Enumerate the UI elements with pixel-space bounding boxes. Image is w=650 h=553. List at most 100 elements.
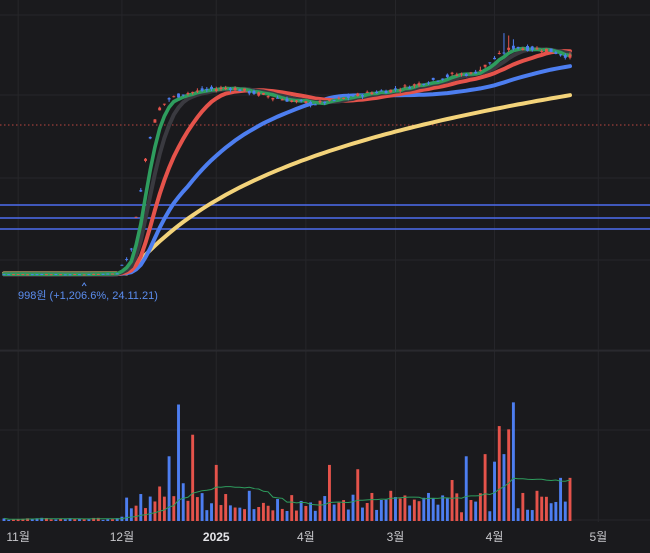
volume-bar xyxy=(422,497,426,521)
candle-body xyxy=(455,74,459,76)
ma-line-red xyxy=(2,49,572,277)
candle-body xyxy=(120,264,124,266)
volume-bar xyxy=(40,517,44,521)
volume-bar xyxy=(21,518,25,521)
volume-bar xyxy=(436,504,440,521)
volume-bar xyxy=(186,500,190,521)
volume-bar xyxy=(299,500,303,521)
candle-body xyxy=(44,274,48,276)
candle-body xyxy=(427,82,430,84)
volume-bar xyxy=(271,510,275,521)
volume-bar xyxy=(559,477,563,521)
volume-bar xyxy=(563,501,567,521)
volume-bar xyxy=(54,519,58,521)
candle-body xyxy=(148,136,152,139)
candle-body xyxy=(530,46,534,50)
candle-body xyxy=(49,274,53,276)
candle-body xyxy=(205,88,209,90)
volume-bar xyxy=(398,498,402,521)
candle-body xyxy=(92,273,96,275)
volume-bars xyxy=(2,402,572,521)
candle-body xyxy=(356,93,360,97)
volume-bar xyxy=(111,519,114,521)
volume-bar xyxy=(313,510,317,521)
candle-body xyxy=(280,99,284,101)
volume-bar xyxy=(177,404,180,521)
volume-bar xyxy=(139,494,143,521)
volume-bar xyxy=(526,509,530,521)
ma-line-green xyxy=(2,46,572,277)
volume-bar xyxy=(73,519,77,521)
volume-bar xyxy=(261,502,265,521)
volume-bar xyxy=(35,518,39,521)
candle-body xyxy=(266,96,270,98)
volume-bar xyxy=(125,497,129,521)
ma-line-dark xyxy=(2,46,572,277)
candle-body xyxy=(82,274,86,276)
low-annotation: 998원 (+1,206.6%, 24.11.21) xyxy=(18,282,158,302)
candle-body xyxy=(540,51,544,53)
candle-body xyxy=(379,90,383,92)
volume-bar xyxy=(408,505,412,521)
candle-body xyxy=(30,274,34,276)
volume-bar xyxy=(205,510,209,521)
volume-bar xyxy=(427,492,430,521)
candle-body xyxy=(323,101,327,104)
volume-bar xyxy=(521,492,525,521)
candle-body xyxy=(361,95,364,97)
candle-body xyxy=(129,248,133,250)
volume-bar xyxy=(412,499,416,521)
candle-body xyxy=(115,273,119,275)
x-tick-label: 3월 xyxy=(387,530,405,544)
candle-body xyxy=(327,98,331,101)
candle-body xyxy=(474,71,478,74)
volume-bar xyxy=(483,454,487,521)
candle-body xyxy=(153,119,157,123)
volume-bar xyxy=(554,501,558,521)
candle-body xyxy=(101,273,105,275)
volume-bar xyxy=(455,493,459,521)
candle-body xyxy=(478,69,482,71)
candle-body xyxy=(158,107,162,111)
candle-body xyxy=(11,274,15,276)
volume-bar xyxy=(450,480,454,521)
candle-body xyxy=(134,216,138,218)
volume-bar xyxy=(280,508,284,521)
volume-bar xyxy=(219,505,223,521)
volume-bar xyxy=(7,519,11,521)
candle-body xyxy=(342,97,346,99)
candle-body xyxy=(35,274,39,276)
volume-bar xyxy=(181,483,185,521)
volume-bar xyxy=(285,511,289,521)
candle-body xyxy=(243,88,247,91)
candle-body xyxy=(144,158,147,161)
candle-body xyxy=(559,54,563,56)
candle-body xyxy=(526,46,530,51)
volume-bar xyxy=(243,509,247,521)
volume-bar xyxy=(224,494,228,521)
volume-bar xyxy=(238,507,242,521)
volume-bar xyxy=(431,498,435,521)
volume-bar xyxy=(158,486,162,521)
candle-body xyxy=(191,91,195,93)
grid xyxy=(0,0,650,522)
volume-bar xyxy=(460,512,463,521)
volume-bar xyxy=(568,477,572,521)
candle-body xyxy=(219,87,223,89)
volume-bar xyxy=(375,509,379,521)
volume-bar xyxy=(11,519,15,521)
volume-bar xyxy=(544,496,548,521)
volume-bar xyxy=(403,495,407,521)
candle-body xyxy=(309,102,313,105)
x-tick-label: 4월 xyxy=(297,530,315,544)
volume-bar xyxy=(78,519,81,521)
candle-body xyxy=(488,62,492,64)
volume-bar xyxy=(540,496,544,521)
candle-body xyxy=(271,97,275,100)
candle-body xyxy=(521,48,525,51)
candle-body xyxy=(450,72,454,74)
volume-bar xyxy=(469,500,473,521)
volume-ma-line xyxy=(3,477,571,520)
candle-body xyxy=(403,85,407,87)
candle-body xyxy=(370,92,374,95)
